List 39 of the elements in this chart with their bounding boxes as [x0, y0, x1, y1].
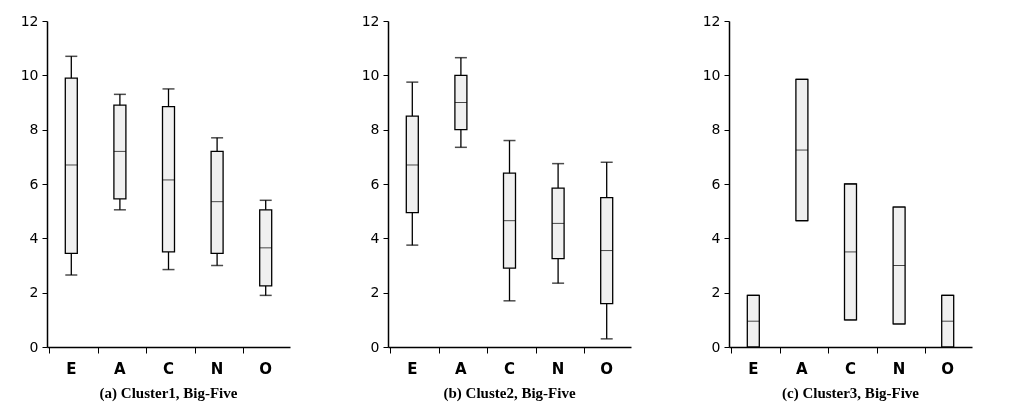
x-tick-label: C: [162, 359, 175, 378]
y-tick-label: 0: [29, 338, 39, 355]
text: (a) Cluster1, Big-Five: [99, 385, 238, 402]
y-tick-label: 4: [711, 229, 721, 246]
x-tick-label: N: [551, 359, 565, 378]
y-tick-label: 0: [711, 338, 721, 355]
y-tick-label: 6: [29, 175, 39, 192]
y-tick-label: 10: [702, 66, 721, 83]
x-tick-label: O: [600, 359, 614, 378]
y-tick-label: 4: [370, 229, 380, 246]
x-tick-label: A: [455, 359, 468, 378]
y-tick-label: 2: [29, 284, 39, 301]
y-tick-label: 6: [370, 175, 380, 192]
x-tick-label: C: [503, 359, 516, 378]
y-tick-label: 8: [370, 121, 380, 138]
y-tick-label: 12: [20, 12, 39, 29]
x-tick-label: O: [259, 359, 273, 378]
x-tick-label: N: [210, 359, 224, 378]
x-tick-label: E: [407, 359, 418, 378]
y-tick-label: 10: [361, 66, 380, 83]
y-tick-label: 4: [29, 229, 39, 246]
y-tick-label: 12: [361, 12, 380, 29]
y-tick-label: 10: [20, 66, 39, 83]
y-tick-label: 0: [370, 338, 380, 355]
y-tick-label: 2: [711, 284, 721, 301]
x-tick-label: E: [748, 359, 759, 378]
y-tick-label: 8: [711, 121, 721, 138]
x-tick-label: O: [941, 359, 955, 378]
y-tick-label: 2: [370, 284, 380, 301]
text: (c) Cluster3, Big-Five: [781, 385, 920, 402]
x-tick-label: A: [796, 359, 809, 378]
x-tick-label: N: [892, 359, 906, 378]
y-tick-label: 12: [702, 12, 721, 29]
x-tick-label: C: [844, 359, 857, 378]
y-tick-label: 6: [711, 175, 721, 192]
text: (b) Cluste2, Big-Five: [443, 385, 576, 402]
x-tick-label: A: [114, 359, 127, 378]
y-tick-label: 8: [29, 121, 39, 138]
x-tick-label: E: [66, 359, 77, 378]
